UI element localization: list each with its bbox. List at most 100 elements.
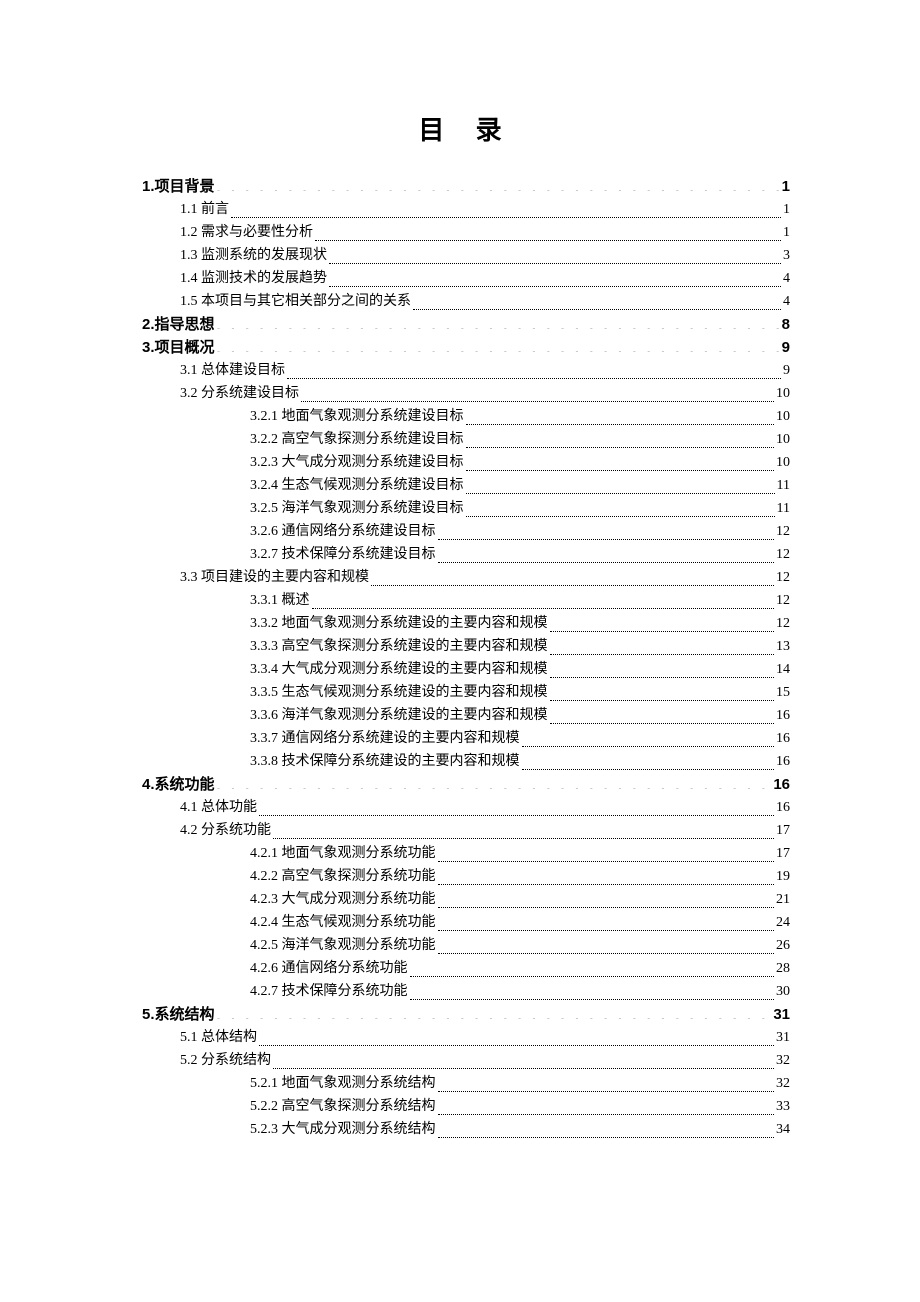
toc-entry[interactable]: 5.2.2 高空气象探测分系统结构33 [142, 1095, 790, 1118]
toc-entry[interactable]: 4.2.4 生态气候观测分系统功能24 [142, 911, 790, 934]
toc-entry-label: 1.4 监测技术的发展趋势 [180, 267, 327, 290]
toc-entry-page: 16 [776, 704, 790, 727]
toc-entry[interactable]: 2.指导思想8 [142, 313, 790, 336]
toc-entry[interactable]: 3.3.8 技术保障分系统建设的主要内容和规模16 [142, 750, 790, 773]
toc-leader [550, 677, 775, 678]
toc-leader [231, 217, 781, 218]
toc-entry-page: 4 [783, 290, 790, 313]
toc-entry[interactable]: 5.系统结构31 [142, 1003, 790, 1026]
toc-entry-page: 8 [782, 313, 790, 336]
toc-entry-label: 1.5 本项目与其它相关部分之间的关系 [180, 290, 411, 313]
toc-entry[interactable]: 4.2.1 地面气象观测分系统功能 17 [142, 842, 790, 865]
toc-entry-page: 9 [783, 359, 790, 382]
toc-entry-label: 3.2.3 大气成分观测分系统建设目标 [250, 451, 464, 474]
toc-entry[interactable]: 3.2.5 海洋气象观测分系统建设目标11 [142, 497, 790, 520]
toc-leader [410, 976, 775, 977]
toc-entry[interactable]: 5.2.1 地面气象观测分系统结构32 [142, 1072, 790, 1095]
toc-entry[interactable]: 1.4 监测技术的发展趋势4 [142, 267, 790, 290]
toc-entry[interactable]: 4.系统功能16 [142, 773, 790, 796]
toc-entry-label: 3.2.6 通信网络分系统建设目标 [250, 520, 436, 543]
toc-entry[interactable]: 4.2.7 技术保障分系统功能 30 [142, 980, 790, 1003]
toc-leader [438, 562, 775, 563]
toc-entry-label: 3.2.4 生态气候观测分系统建设目标 [250, 474, 464, 497]
toc-entry-page: 28 [776, 957, 790, 980]
toc-leader [522, 746, 775, 747]
toc-entry[interactable]: 1.3 监测系统的发展现状 3 [142, 244, 790, 267]
toc-entry-label: 3.3.3 高空气象探测分系统建设的主要内容和规模 [250, 635, 548, 658]
toc-entry-label: 3.3.7 通信网络分系统建设的主要内容和规模 [250, 727, 520, 750]
toc-entry-page: 30 [776, 980, 790, 1003]
toc-entry[interactable]: 3.2.3 大气成分观测分系统建设目标10 [142, 451, 790, 474]
toc-leader [217, 1005, 772, 1019]
toc-entry-page: 17 [776, 842, 790, 865]
toc-entry[interactable]: 3.2 分系统建设目标10 [142, 382, 790, 405]
toc-entry[interactable]: 1.1 前言1 [142, 198, 790, 221]
toc-entry[interactable]: 3.2.4 生态气候观测分系统建设目标11 [142, 474, 790, 497]
toc-leader [522, 769, 775, 770]
toc-entry[interactable]: 3.3.4 大气成分观测分系统建设的主要内容和规模14 [142, 658, 790, 681]
toc-entry-label: 3.3.2 地面气象观测分系统建设的主要内容和规模 [250, 612, 548, 635]
toc-entry[interactable]: 3.项目概况9 [142, 336, 790, 359]
toc-leader [466, 424, 775, 425]
toc-entry-page: 16 [776, 796, 790, 819]
toc-leader [550, 700, 775, 701]
toc-entry-page: 1 [783, 198, 790, 221]
toc-entry[interactable]: 5.1 总体结构31 [142, 1026, 790, 1049]
toc-entry[interactable]: 3.3.1 概述12 [142, 589, 790, 612]
toc-entry[interactable]: 4.2.2 高空气象探测分系统功能19 [142, 865, 790, 888]
toc-entry[interactable]: 4.2 分系统功能 17 [142, 819, 790, 842]
toc-entry-label: 3.1 总体建设目标 [180, 359, 285, 382]
toc-leader [466, 516, 775, 517]
toc-entry-label: 3.3.5 生态气候观测分系统建设的主要内容和规模 [250, 681, 548, 704]
toc-leader [259, 1045, 774, 1046]
toc-entry[interactable]: 4.2.6 通信网络分系统功能28 [142, 957, 790, 980]
toc-entry[interactable]: 1.项目背景1 [142, 175, 790, 198]
toc-entry[interactable]: 3.2.7 技术保障分系统建设目标12 [142, 543, 790, 566]
toc-entry[interactable]: 5.2 分系统结构32 [142, 1049, 790, 1072]
toc-entry-label: 4.2.7 技术保障分系统功能 [250, 980, 408, 1003]
toc-entry[interactable]: 3.3.7 通信网络分系统建设的主要内容和规模16 [142, 727, 790, 750]
toc-entry-label: 5.1 总体结构 [180, 1026, 257, 1049]
toc-entry-label: 1.3 监测系统的发展现状 [180, 244, 327, 267]
toc-leader [329, 286, 781, 287]
toc-entry-page: 1 [783, 221, 790, 244]
toc-entry[interactable]: 3.2.2 高空气象探测分系统建设目标10 [142, 428, 790, 451]
toc-leader [438, 539, 775, 540]
toc-leader [438, 907, 775, 908]
toc-leader [217, 315, 780, 329]
toc-leader [301, 401, 774, 402]
toc-entry[interactable]: 1.2 需求与必要性分析 1 [142, 221, 790, 244]
toc-entry[interactable]: 3.3 项目建设的主要内容和规模12 [142, 566, 790, 589]
toc-entry-label: 4.2.1 地面气象观测分系统功能 [250, 842, 436, 865]
toc-entry-page: 1 [782, 175, 790, 198]
toc-entry[interactable]: 3.3.6 海洋气象观测分系统建设的主要内容和规模 16 [142, 704, 790, 727]
toc-entry[interactable]: 4.2.3 大气成分观测分系统功能21 [142, 888, 790, 911]
toc-entry-page: 3 [783, 244, 790, 267]
toc-leader [466, 470, 775, 471]
toc-entry[interactable]: 3.1 总体建设目标 9 [142, 359, 790, 382]
toc-entry-label: 5.系统结构 [142, 1003, 215, 1026]
toc-entry[interactable]: 5.2.3 大气成分观测分系统结构34 [142, 1118, 790, 1141]
toc-entry[interactable]: 4.2.5 海洋气象观测分系统功能26 [142, 934, 790, 957]
toc-entry-page: 32 [776, 1049, 790, 1072]
toc-entry-label: 3.3.6 海洋气象观测分系统建设的主要内容和规模 [250, 704, 548, 727]
table-of-contents: 1.项目背景11.1 前言11.2 需求与必要性分析11.3 监测系统的发展现状… [142, 175, 790, 1141]
toc-leader [410, 999, 775, 1000]
toc-entry[interactable]: 3.2.1 地面气象观测分系统建设目标10 [142, 405, 790, 428]
toc-entry-page: 12 [776, 543, 790, 566]
toc-entry[interactable]: 1.5 本项目与其它相关部分之间的关系 4 [142, 290, 790, 313]
toc-entry-label: 4.2 分系统功能 [180, 819, 271, 842]
toc-leader [287, 378, 781, 379]
toc-entry-page: 17 [776, 819, 790, 842]
toc-entry-page: 21 [776, 888, 790, 911]
toc-entry-page: 13 [776, 635, 790, 658]
toc-entry-page: 15 [776, 681, 790, 704]
toc-entry[interactable]: 3.3.3 高空气象探测分系统建设的主要内容和规模 13 [142, 635, 790, 658]
toc-entry[interactable]: 4.1 总体功能16 [142, 796, 790, 819]
toc-title: 目 录 [142, 110, 790, 147]
toc-entry[interactable]: 3.2.6 通信网络分系统建设目标12 [142, 520, 790, 543]
toc-entry-label: 1.2 需求与必要性分析 [180, 221, 313, 244]
toc-entry[interactable]: 3.3.2 地面气象观测分系统建设的主要内容和规模12 [142, 612, 790, 635]
toc-entry-label: 4.2.4 生态气候观测分系统功能 [250, 911, 436, 934]
toc-entry[interactable]: 3.3.5 生态气候观测分系统建设的主要内容和规模 15 [142, 681, 790, 704]
